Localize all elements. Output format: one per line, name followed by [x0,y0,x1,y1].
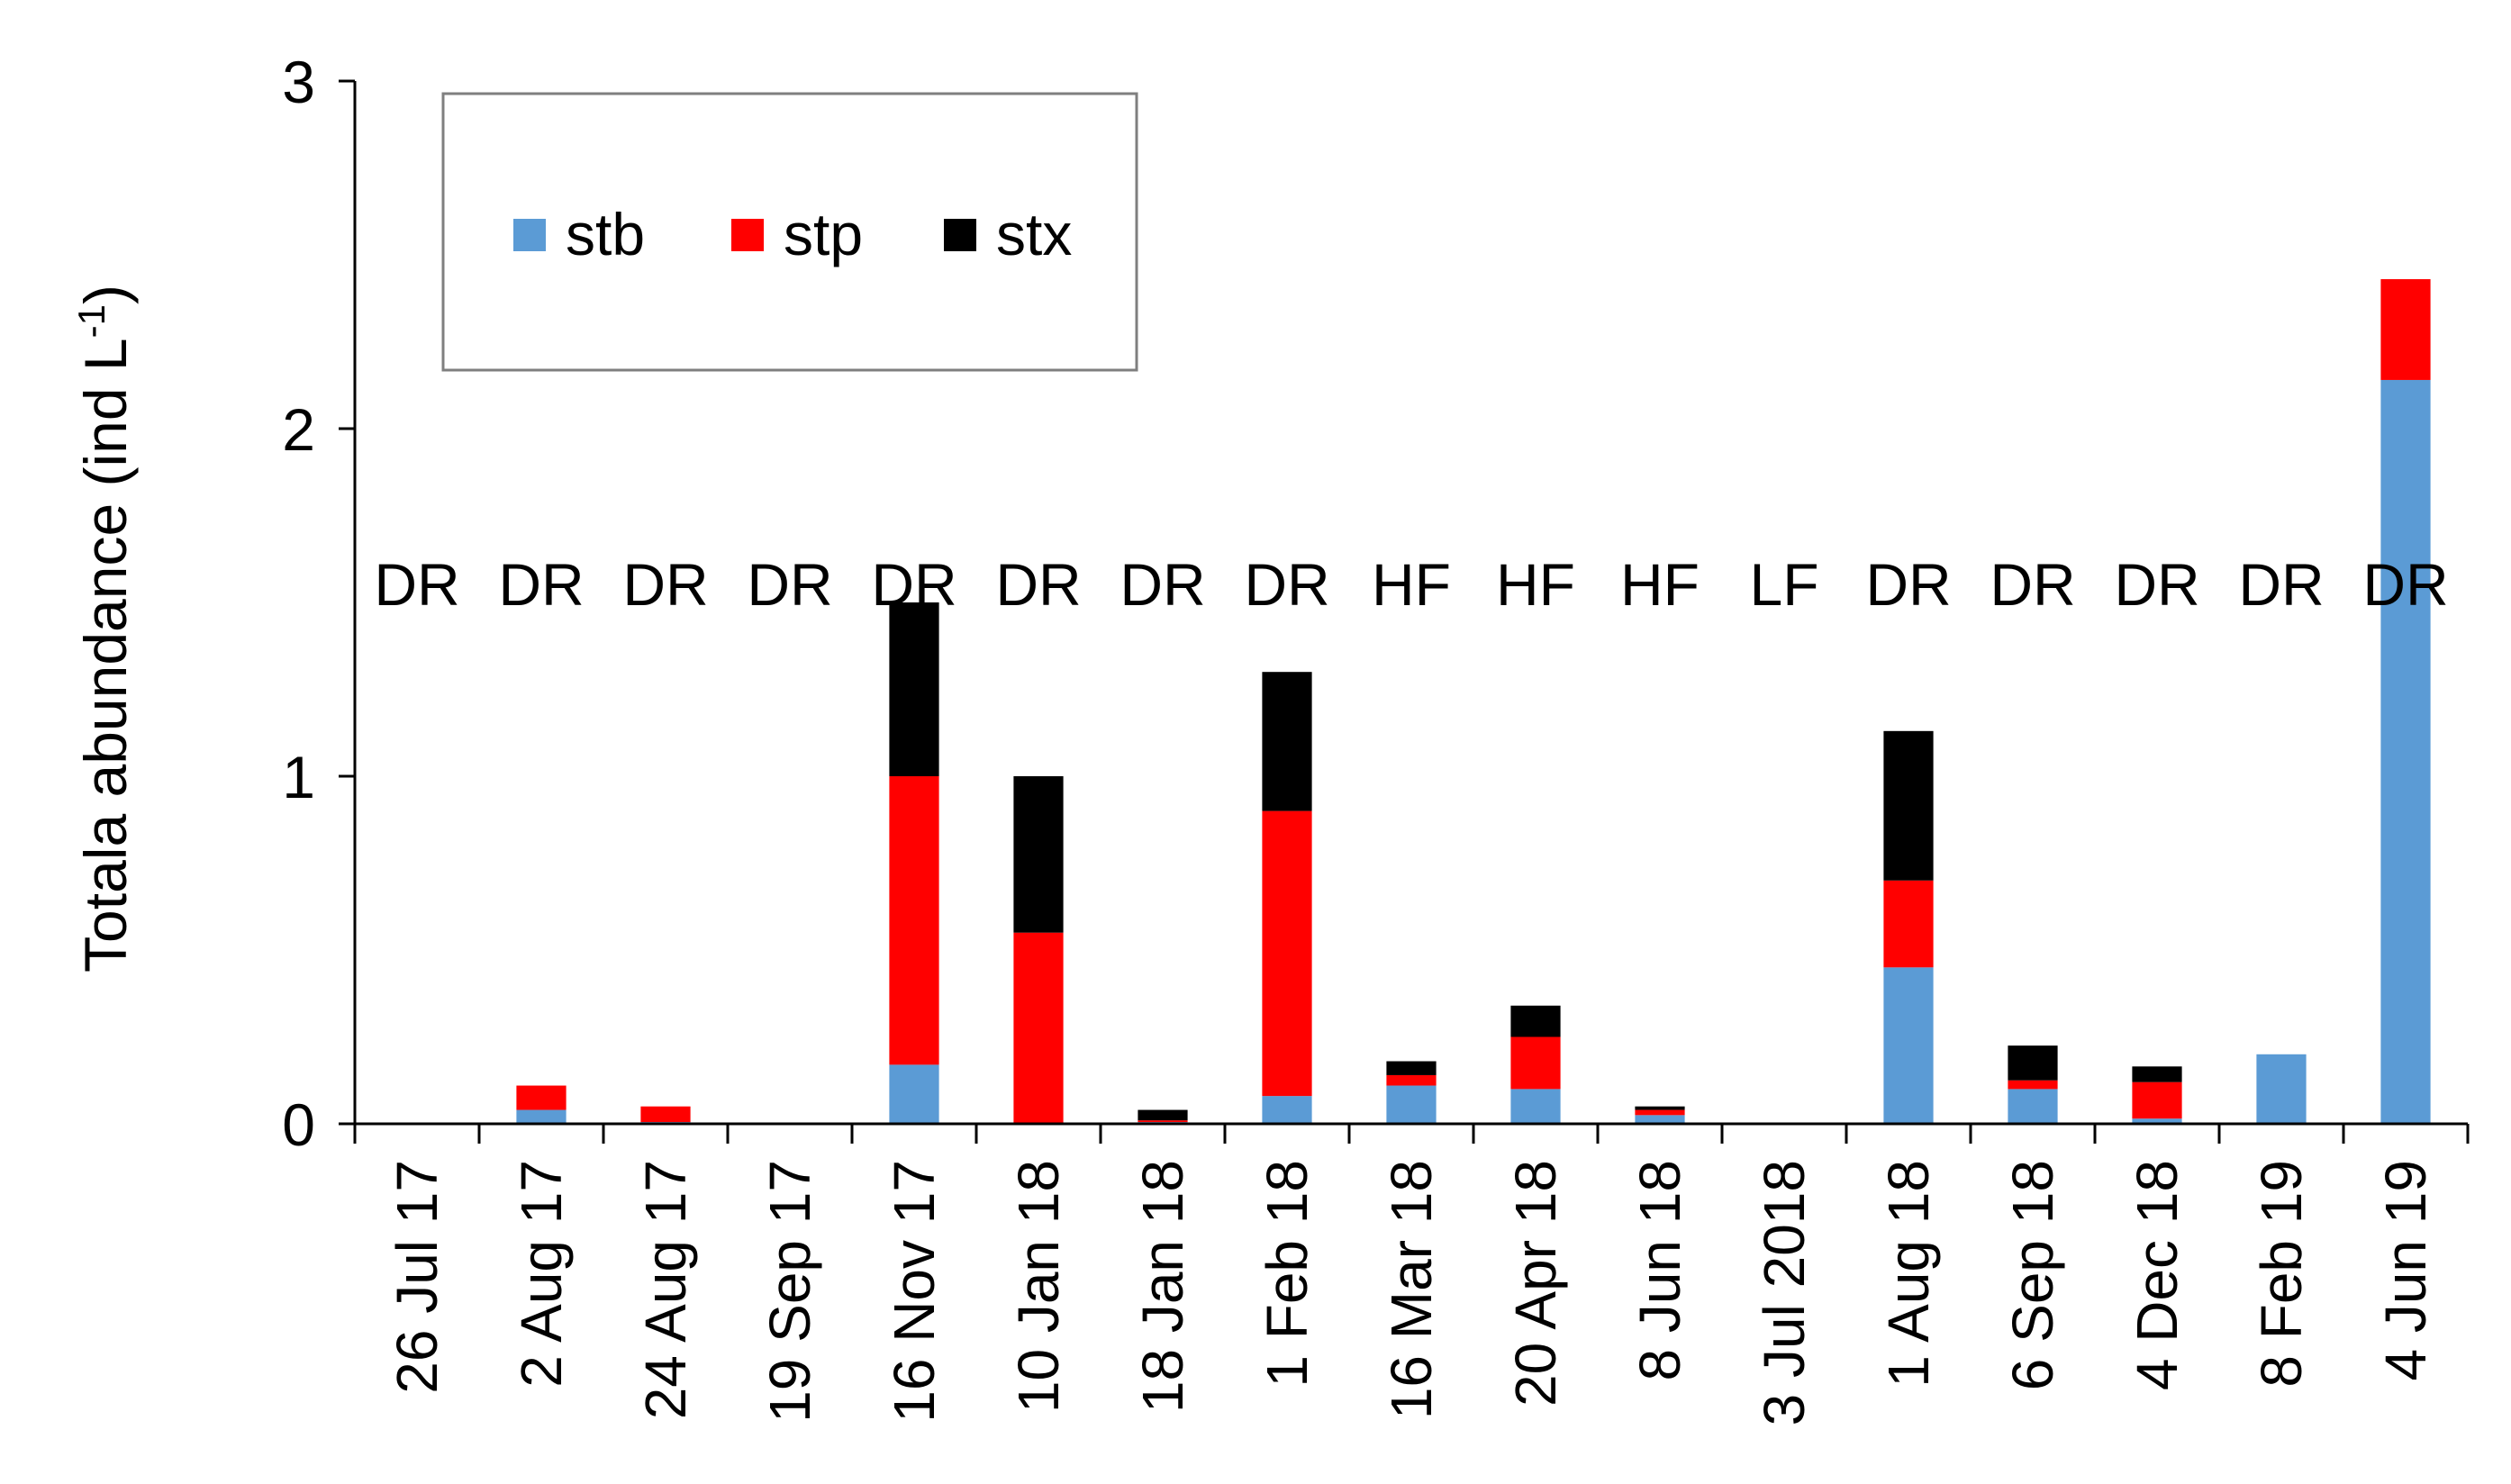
axes: 0 1 2 3 26 Jul 17 2 Aug 17 24 Aug 17 19 Sep 17 1… [282,49,2470,1425]
y-tick-label-2: 2 [282,396,315,463]
bar-stx-9 [1510,1005,1561,1037]
bar-stb-9 [1510,1089,1561,1124]
y-tick-label-3: 3 [282,49,315,115]
y-axis-title-superscript: -1 [70,304,113,338]
legend-box [441,92,1138,372]
legend-swatch-stx [944,219,976,251]
x-tick-label-10: 8 Jun 18 [1627,1160,1692,1381]
bar-stb-14 [2132,1118,2182,1124]
legend-label-stx: stx [996,201,1072,267]
annotation-label-15: DR [2238,551,2324,618]
annotation-label-6: DR [1120,551,1205,618]
bar-stp-6 [1138,1120,1188,1123]
bar-stp-7 [1262,810,1312,1097]
annotation-label-12: DR [1865,551,1951,618]
x-tick-label-13: 6 Sep 18 [2000,1160,2065,1390]
legend-swatch-stp [731,219,764,251]
x-tick-label-15: 8 Feb 19 [2249,1160,2314,1388]
annotation-label-4: DR [871,551,956,618]
bar-stx-12 [1883,730,1934,881]
annotation-label-14: DR [2114,551,2199,618]
annotation-label-16: DR [2362,551,2448,618]
x-tick-label-7: 1 Feb 18 [1255,1160,1319,1388]
annotation-label-13: DR [1990,551,2075,618]
bar-stp-1 [516,1085,567,1110]
bar-stp-5 [1013,932,1064,1124]
annotation-label-0: DR [374,551,459,618]
bar-stb-12 [1883,967,1934,1124]
bar-stp-4 [889,776,939,1065]
bar-stx-4 [889,602,939,776]
y-tick-label-0: 0 [282,1091,315,1158]
legend-label-stb: stb [566,201,645,267]
bar-stb-10 [1635,1115,1685,1124]
x-tick-label-3: 19 Sep 17 [757,1160,822,1423]
annotation-label-2: DR [622,551,708,618]
annotation-label-10: HF [1620,551,1700,618]
annotations: DR DR DR DR DR DR DR DR HF HF HF LF DR DR DR DR DR [374,551,2448,618]
y-axis-title-close: ) [72,285,139,304]
bar-stb-1 [516,1109,567,1124]
bar-stb-7 [1262,1096,1312,1124]
x-tick-label-2: 24 Aug 17 [633,1160,698,1419]
annotation-label-3: DR [747,551,832,618]
bar-stp-9 [1510,1036,1561,1090]
x-tick-label-5: 10 Jan 18 [1006,1160,1071,1413]
bar-stp-2 [640,1106,691,1123]
bar-stx-13 [2008,1045,2058,1081]
bar-stb-16 [2380,379,2431,1125]
x-tick-label-8: 16 Mar 18 [1379,1160,1444,1419]
bar-stp-8 [1386,1074,1437,1086]
bar-stp-13 [2008,1080,2058,1090]
legend: stb stp stx [441,92,1138,372]
x-tick-label-16: 4 Jun 19 [2373,1160,2438,1381]
x-tick-label-4: 16 Nov 17 [882,1160,947,1423]
bar-stb-4 [889,1064,939,1124]
annotation-label-8: HF [1372,551,1451,618]
bar-stx-8 [1386,1061,1437,1075]
bar-stp-14 [2132,1081,2182,1119]
bar-stx-14 [2132,1066,2182,1082]
y-axis-title: Totala abundance (ind L-1) [70,285,139,973]
x-tick-label-0: 26 Jul 17 [385,1160,449,1394]
bar-stx-5 [1013,776,1064,933]
legend-label-stp: stp [784,201,863,267]
y-axis-title-main: Totala abundance (ind L [72,338,139,973]
bar-stp-16 [2380,279,2431,380]
x-tick-label-14: 4 Dec 18 [2125,1160,2189,1390]
annotation-label-9: HF [1496,551,1575,618]
bar-stp-10 [1635,1109,1685,1116]
bar-stx-7 [1262,672,1312,811]
y-tick-label-1: 1 [282,744,315,810]
x-tick-label-11: 3 Jul 2018 [1752,1160,1817,1425]
x-tick-label-6: 18 Jan 18 [1130,1160,1195,1413]
bar-stb-8 [1386,1085,1437,1124]
bar-stx-10 [1635,1106,1685,1110]
x-tick-label-9: 20 Apr 18 [1503,1160,1568,1407]
bars [516,279,2431,1125]
bar-stb-13 [2008,1089,2058,1124]
bar-stx-6 [1138,1109,1188,1121]
legend-swatch-stb [513,219,546,251]
bar-stp-12 [1883,880,1934,968]
x-tick-label-1: 2 Aug 17 [509,1160,574,1388]
bar-stb-15 [2256,1054,2307,1124]
annotation-label-7: DR [1244,551,1329,618]
annotation-label-1: DR [498,551,584,618]
x-tick-label-12: 1 Aug 18 [1876,1160,1941,1388]
annotation-label-5: DR [995,551,1081,618]
annotation-label-11: LF [1749,551,1818,618]
